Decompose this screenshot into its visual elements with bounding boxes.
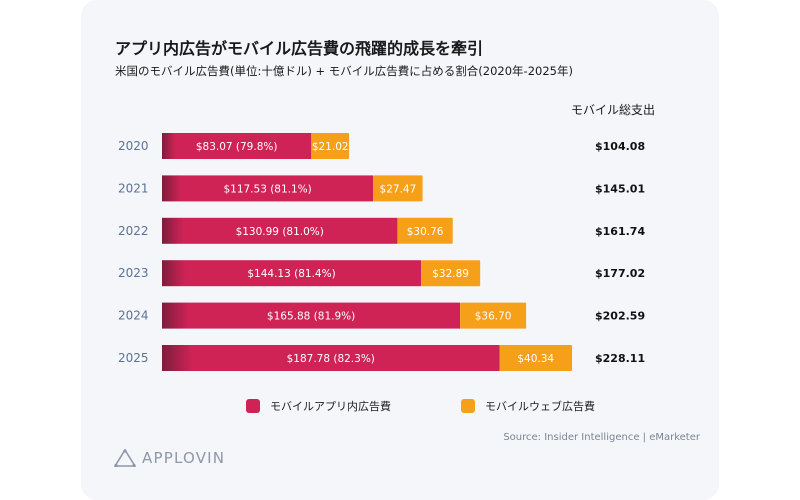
legend-item-in-app: モバイルアプリ内広告費: [246, 398, 391, 414]
bar-in-app: [162, 217, 398, 244]
bar-web: [373, 175, 423, 202]
logo-text: APPLOVIN: [142, 449, 226, 467]
web-value-label: $30.76: [407, 226, 444, 238]
year-label: 2022: [118, 224, 149, 238]
year-label: 2023: [118, 266, 149, 280]
in-app-value-label: $187.78 (82.3%): [287, 353, 375, 365]
web-value-label: $36.70: [475, 311, 512, 323]
legend-label-in-app: モバイルアプリ内広告費: [270, 400, 391, 413]
legend-item-web: モバイルウェブ広告費: [461, 398, 595, 414]
in-app-value-label: $144.13 (81.4%): [247, 268, 335, 280]
legend: モバイルアプリ内広告費 モバイルウェブ広告費: [246, 398, 595, 414]
bar-in-app: [162, 133, 312, 159]
year-label: 2025: [118, 351, 149, 365]
legend-label-web: モバイルウェブ広告費: [485, 400, 595, 413]
bar-in-app: [162, 175, 374, 202]
total-value-label: $145.01: [595, 182, 645, 195]
total-value-label: $202.59: [595, 310, 645, 323]
total-value-label: $104.08: [595, 140, 645, 153]
year-label: 2021: [118, 181, 149, 195]
bar-web: [499, 345, 573, 371]
web-value-label: $21.02: [312, 141, 349, 153]
bar-web: [311, 133, 350, 159]
web-value-label: $27.47: [380, 183, 417, 195]
in-app-value-label: $83.07 (79.8%): [196, 141, 278, 153]
web-value-label: $32.89: [432, 268, 469, 280]
web-value-label: $40.34: [517, 353, 554, 365]
in-app-value-label: $117.53 (81.1%): [223, 183, 311, 195]
chart-subtitle: 米国のモバイル広告費(単位:十億ドル) + モバイル広告費に占める割合(2020…: [115, 64, 573, 78]
total-value-label: $161.74: [595, 225, 645, 238]
bar-web: [460, 302, 527, 329]
total-value-label: $228.11: [595, 352, 645, 365]
logo-mark-icon: [114, 449, 136, 467]
in-app-value-label: $130.99 (81.0%): [236, 226, 324, 238]
year-label: 2024: [118, 309, 149, 323]
bar-web: [421, 260, 481, 287]
legend-swatch-web: [461, 399, 475, 413]
bar-web: [397, 217, 453, 244]
chart-card: [81, 0, 719, 500]
year-label: 2020: [118, 139, 149, 153]
chart-title: アプリ内広告がモバイル広告費の飛躍的成長を牽引: [115, 39, 484, 58]
total-column-header: モバイル総支出: [571, 103, 656, 117]
bar-in-app: [162, 260, 422, 287]
source-note: Source: Insider Intelligence | eMarketer: [503, 432, 700, 443]
applovin-logo: APPLOVIN: [114, 449, 225, 467]
bar-in-app: [162, 302, 461, 329]
in-app-value-label: $165.88 (81.9%): [267, 311, 355, 323]
bar-in-app: [162, 345, 500, 371]
total-value-label: $177.02: [595, 267, 645, 280]
legend-swatch-in-app: [246, 399, 260, 413]
